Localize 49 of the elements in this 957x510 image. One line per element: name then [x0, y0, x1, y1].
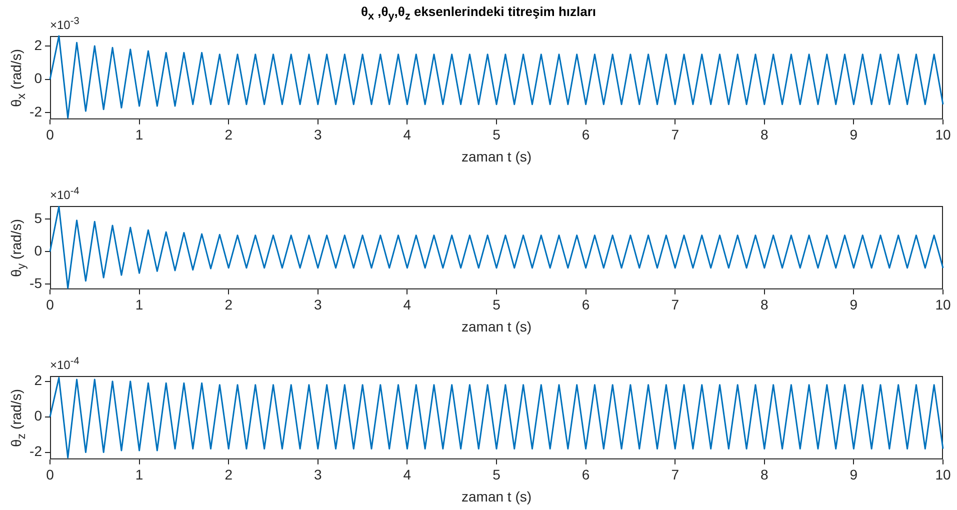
text: ×10$^{-4}$ — [50, 186, 80, 202]
x-tick-label: 9 — [850, 466, 858, 483]
x-tick-label: 0 — [46, 126, 54, 143]
x-tick-label: 10 — [935, 296, 951, 313]
chart-title: θ$_{x}$ ,θ$_{y}$,θ$_{z}$ eksenlerindeki titreşim hızları — [360, 4, 596, 23]
x-axis-title: zaman t (s) — [461, 148, 532, 164]
x-tick-label: 0 — [46, 466, 54, 483]
x-tick-label: 1 — [135, 126, 144, 143]
x-tick-label: 6 — [582, 126, 590, 143]
x-tick-label: 7 — [671, 296, 680, 313]
x-tick-label: 3 — [314, 126, 322, 143]
x-tick-label: 10 — [935, 126, 951, 143]
x-tick-label: 7 — [671, 466, 680, 483]
x-tick-label: 5 — [492, 296, 501, 313]
y-tick-label: 2 — [34, 36, 42, 53]
x-tick-label: 3 — [314, 296, 322, 313]
x-tick-label: 8 — [760, 296, 768, 313]
y-tick-label: 0 — [34, 408, 42, 424]
x-tick-label: 10 — [935, 466, 951, 483]
x-tick-label: 4 — [403, 466, 412, 483]
x-tick-label: 4 — [403, 126, 412, 143]
y-tick-label: -2 — [30, 104, 42, 120]
x-tick-label: 0 — [46, 296, 54, 313]
x-tick-label: 4 — [403, 296, 412, 313]
x-tick-label: 3 — [314, 466, 322, 483]
x-tick-label: 5 — [492, 126, 501, 143]
text: ×10$^{-4}$ — [50, 356, 80, 372]
x-axis-title: zaman t (s) — [461, 318, 532, 334]
y-tick-label: 0 — [34, 242, 42, 258]
x-tick-label: 6 — [582, 296, 590, 313]
x-axis-title: zaman t (s) — [461, 488, 532, 504]
x-tick-label: 9 — [850, 126, 858, 143]
x-tick-label: 9 — [850, 296, 858, 313]
x-tick-label: 1 — [135, 466, 144, 483]
y-tick-label: 0 — [34, 70, 42, 86]
x-tick-label: 8 — [760, 466, 768, 483]
x-tick-label: 5 — [492, 466, 501, 483]
x-tick-label: 8 — [760, 126, 768, 143]
y-tick-label: -5 — [30, 275, 42, 292]
x-tick-label: 1 — [135, 296, 144, 313]
x-tick-label: 6 — [582, 466, 590, 483]
y-tick-label: 5 — [34, 210, 42, 226]
x-tick-label: 2 — [224, 126, 233, 143]
x-tick-label: 7 — [671, 126, 680, 143]
text: ×10$^{-3}$ — [50, 16, 80, 32]
x-tick-label: 2 — [224, 466, 233, 483]
x-tick-label: 2 — [224, 296, 233, 313]
y-tick-label: 2 — [34, 372, 42, 388]
y-tick-label: -2 — [30, 443, 42, 460]
